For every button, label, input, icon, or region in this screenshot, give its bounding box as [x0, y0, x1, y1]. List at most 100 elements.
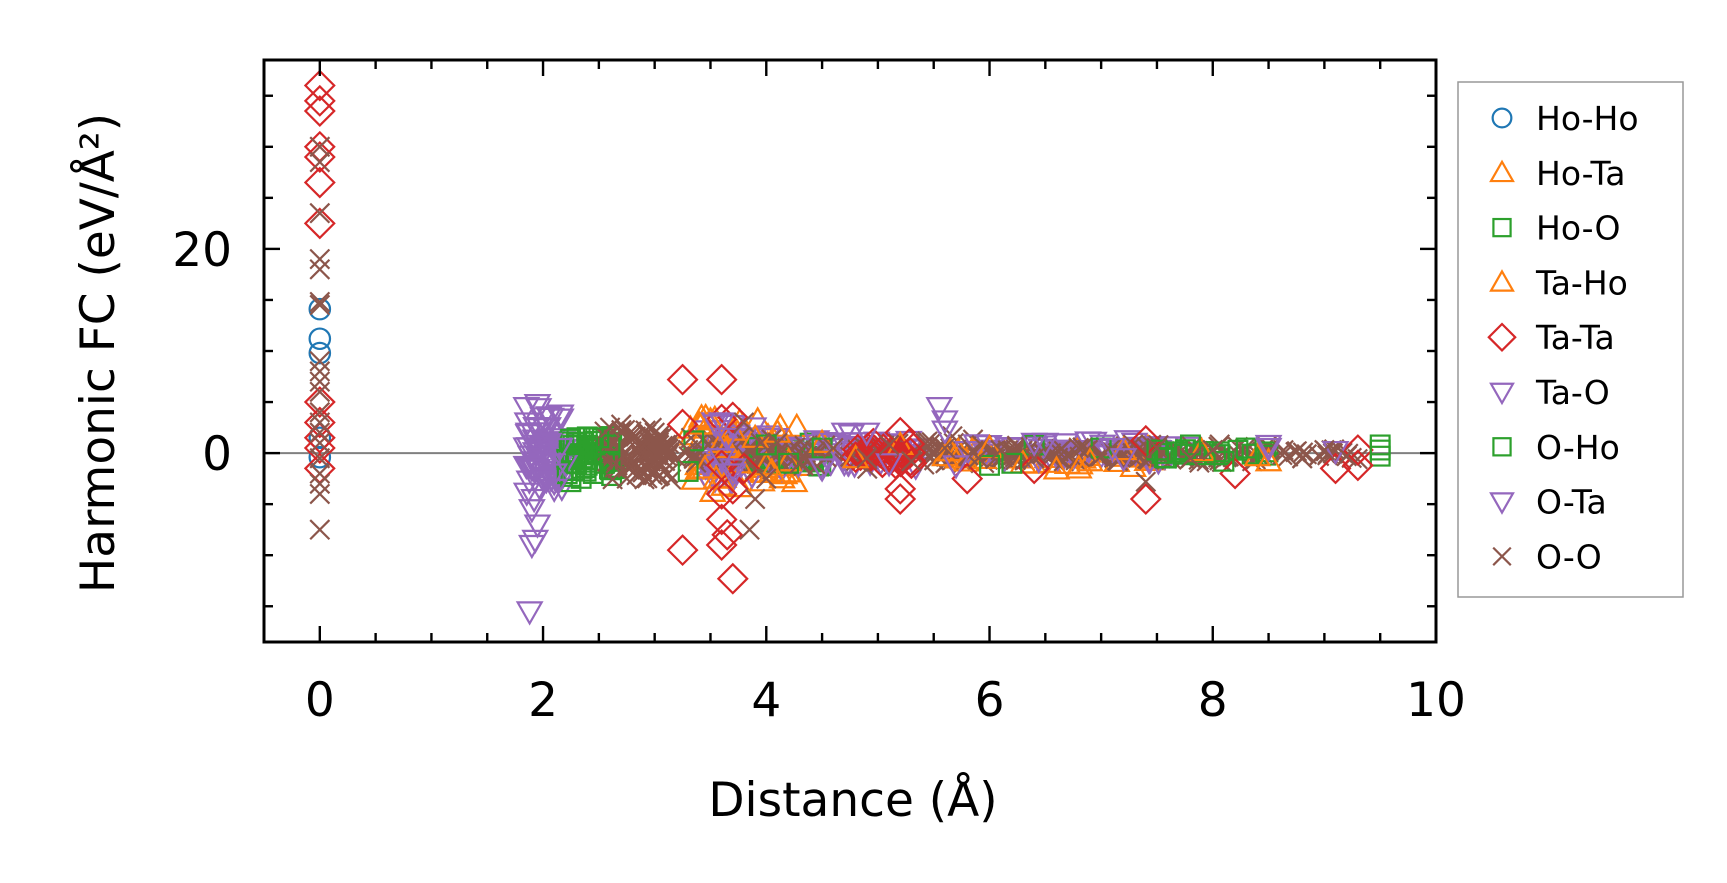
point-ta-ta — [303, 421, 336, 454]
point-ta-o — [1321, 440, 1350, 466]
point-ta-ta — [705, 503, 738, 536]
point-o-o — [309, 248, 331, 270]
point-ho-ta — [1042, 455, 1071, 480]
legend-item-ta-ho: Ta-Ho — [1489, 263, 1628, 302]
legend-label: O-Ho — [1536, 428, 1620, 467]
point-o-o — [739, 519, 760, 541]
point-ta-ta — [303, 141, 336, 173]
band-point — [1153, 447, 1175, 469]
band-point — [546, 404, 575, 429]
point-ta-ta — [705, 363, 738, 396]
point-ta-ta — [1018, 452, 1051, 485]
point-o-o — [1202, 439, 1224, 461]
y-tick-label: 20 — [172, 223, 232, 278]
point-ta-o — [718, 463, 747, 488]
point-ho-o — [979, 454, 1000, 476]
point-o-ta — [521, 529, 550, 555]
point-ho-ho — [308, 341, 332, 365]
point-ta-ho — [1254, 447, 1283, 472]
point-o-o — [655, 434, 677, 456]
point-ta-o — [523, 514, 552, 539]
point-ho-ta — [685, 410, 714, 435]
point-ta-o — [540, 478, 569, 504]
point-ta-ta — [711, 518, 744, 551]
point-o-o — [309, 136, 331, 158]
point-ho-o — [1369, 434, 1391, 456]
legend-item-ta-o: Ta-O — [1489, 373, 1610, 412]
point-o-o — [1023, 447, 1045, 469]
legend-marker — [1489, 159, 1515, 183]
legend-item-o-ho: O-Ho — [1492, 428, 1620, 467]
point-ta-ta — [303, 386, 336, 419]
x-tick-label: 0 — [305, 673, 335, 728]
legend-label: Ho-O — [1536, 209, 1620, 248]
point-ta-o — [852, 422, 881, 447]
point-ta-o — [925, 397, 954, 422]
point-o-ta — [707, 412, 736, 437]
point-o-o — [309, 291, 331, 313]
point-o-o — [309, 294, 331, 316]
legend-label: O-O — [1536, 537, 1602, 576]
point-o-o — [733, 412, 755, 433]
point-o-ho — [582, 427, 604, 449]
point-ho-ta — [1187, 436, 1216, 462]
legend-label: Ho-Ta — [1536, 154, 1625, 193]
point-ho-ta — [752, 451, 781, 476]
band-point — [516, 445, 545, 470]
point-ho-o — [1235, 437, 1257, 459]
point-ta-o — [515, 601, 544, 626]
point-ta-ta — [884, 483, 917, 516]
band-point — [782, 412, 811, 437]
point-ta-ta — [666, 408, 699, 441]
legend-marker — [1492, 217, 1512, 238]
point-ta-ho — [1076, 447, 1104, 472]
point-o-o — [627, 463, 649, 484]
point-ta-ta — [303, 95, 336, 128]
point-o-o — [767, 432, 788, 454]
y-tick-labels: 0 20 — [172, 223, 232, 482]
legend-marker — [1489, 492, 1515, 515]
legend-item-o-ta: O-Ta — [1489, 483, 1607, 522]
legend-label: Ta-Ho — [1535, 263, 1628, 302]
point-o-o — [309, 381, 331, 403]
band-point — [844, 439, 877, 472]
point-o-ta — [531, 417, 560, 442]
point-ta-o — [514, 422, 543, 447]
axis-ticks — [264, 60, 1438, 642]
point-ta-ta — [716, 472, 749, 505]
point-o-ta — [1254, 434, 1283, 460]
point-ta-ta — [1219, 457, 1252, 490]
point-o-ta — [1109, 448, 1138, 473]
point-o-ho — [566, 452, 587, 474]
x-tick-label: 4 — [751, 673, 781, 728]
point-o-o — [677, 439, 699, 461]
point-ta-ta — [303, 406, 336, 439]
point-ho-o — [1179, 434, 1201, 456]
band-point — [884, 434, 917, 467]
legend-marker — [1489, 269, 1515, 292]
point-o-ho — [1001, 452, 1023, 474]
point-o-o — [901, 450, 922, 472]
point-ta-ta — [303, 432, 336, 464]
point-o-ta — [819, 432, 848, 458]
point-o-o — [755, 468, 777, 490]
point-ta-ta — [303, 69, 336, 102]
point-o-o — [309, 483, 331, 505]
legend-marker — [1492, 546, 1512, 566]
band-point — [512, 482, 541, 507]
legend-marker — [1487, 322, 1517, 352]
legend-item-ho-ho: Ho-Ho — [1491, 99, 1639, 138]
point-ho-o — [566, 432, 587, 454]
point-o-o — [605, 452, 626, 474]
point-ho-ta — [696, 406, 725, 431]
point-ta-ta — [666, 363, 699, 396]
point-ta-o — [808, 458, 836, 483]
band-point — [641, 417, 663, 439]
point-o-o — [1068, 437, 1090, 459]
point-ho-o — [811, 437, 833, 459]
point-ta-o — [713, 427, 742, 453]
point-o-o — [649, 452, 671, 474]
point-ta-ta — [303, 207, 336, 240]
plot-border — [262, 58, 1438, 644]
point-o-o — [1135, 471, 1157, 493]
